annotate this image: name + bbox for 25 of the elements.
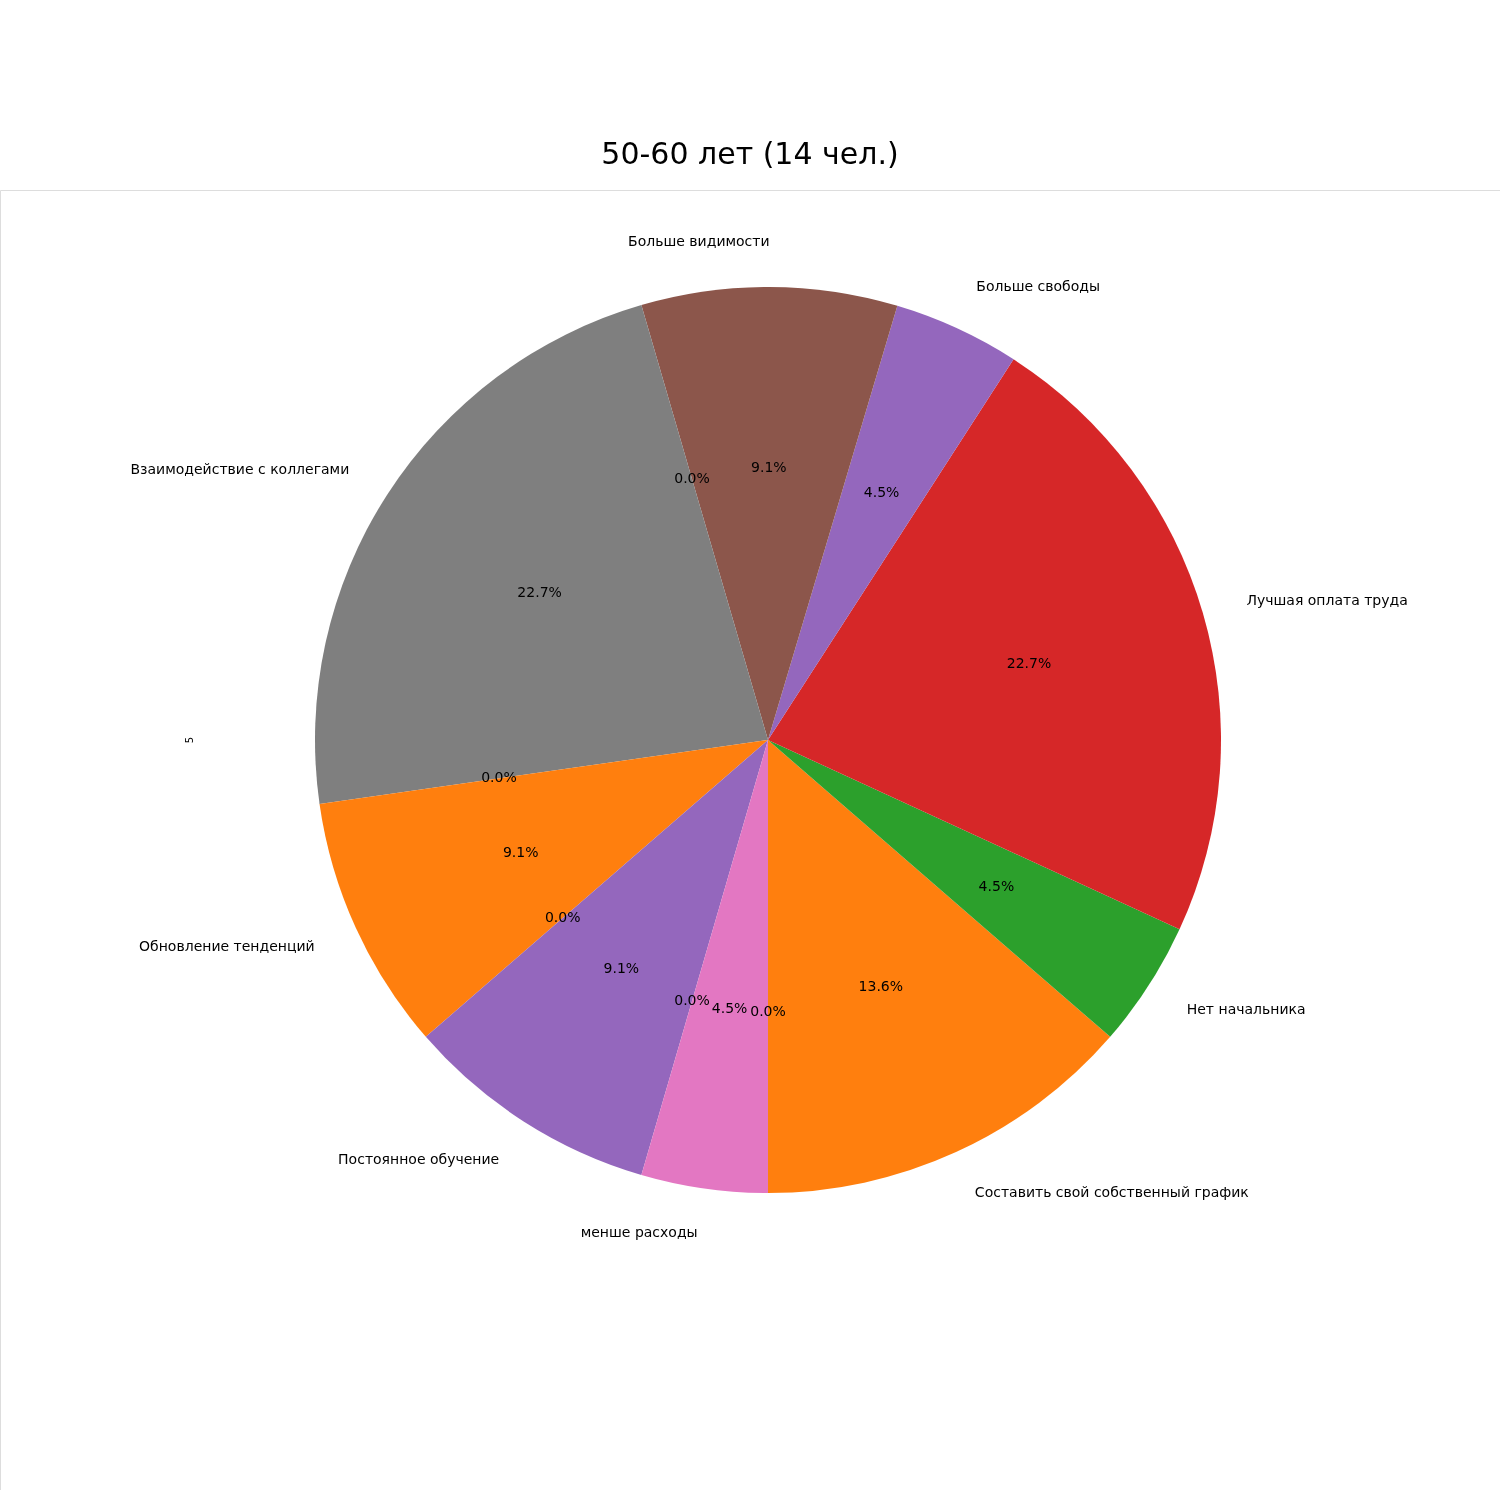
data-label: 22.7% [1006,655,1052,672]
text: 5 [184,736,195,744]
data-label: 13.6% [858,978,904,995]
text: 0.0% [750,1002,786,1019]
data-label: 4.5% [978,878,1015,895]
slice-label: Постоянное обучение [338,1150,500,1167]
data-label: 9.1% [751,459,787,476]
slice-label: менше расходы [580,1224,698,1241]
data-label: 22.7% [517,583,562,600]
slice-label: Лучшая оплата труда [1246,591,1408,608]
data-label: 4.5% [863,484,900,501]
text: 0.0% [674,991,710,1008]
data-label: 9.1% [603,959,640,976]
text: 0.0% [674,470,710,487]
slice-label: Обновление тенденций [139,937,315,954]
slice-label: Больше свободы [976,278,1100,295]
slice-label: Взаимодействие с коллегами [130,460,350,477]
slice-label: Больше видимости [628,232,770,249]
chart-title: 50-60 лет (14 чел.) [601,136,899,171]
slice-label: Нет начальника [1186,1001,1306,1018]
slice-label: Составить свой собственный график [974,1184,1249,1201]
pie-slice [641,287,898,740]
data-label: 9.1% [502,843,539,860]
text: 0.0% [544,909,581,926]
data-label: 4.5% [711,1000,748,1017]
